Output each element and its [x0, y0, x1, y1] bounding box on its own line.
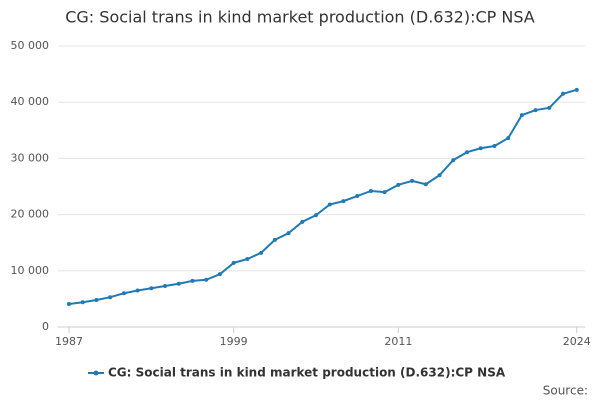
point: [80, 300, 85, 305]
x-tick-label: 1987: [55, 335, 83, 348]
point: [259, 250, 264, 255]
x-tick-label: 2024: [563, 335, 591, 348]
point: [163, 283, 168, 288]
point: [410, 178, 415, 183]
point: [492, 144, 497, 149]
point: [149, 286, 154, 291]
point: [245, 256, 250, 261]
line: [68, 88, 578, 305]
point: [108, 295, 113, 300]
source: Source:: [543, 384, 588, 398]
x-tick-label: 1999: [220, 335, 248, 348]
point: [135, 288, 140, 293]
point: [66, 301, 71, 306]
point: [437, 173, 442, 178]
point: [451, 158, 456, 163]
point: [506, 136, 511, 141]
point: [94, 298, 99, 303]
point: [231, 260, 236, 265]
point: [519, 113, 524, 118]
legend-marker: [93, 370, 99, 376]
point: [272, 237, 277, 242]
legend-label: CG: Social trans in kind market producti…: [108, 366, 506, 380]
point: [286, 231, 291, 236]
point: [382, 190, 387, 195]
point: [341, 199, 346, 204]
point: [396, 182, 401, 187]
point: [423, 182, 428, 187]
y-tick-label: 10 000: [11, 264, 50, 277]
y-tick-label: 50 000: [11, 39, 50, 52]
point: [204, 277, 209, 282]
point: [478, 146, 483, 151]
point: [327, 202, 332, 207]
chart-title: CG: Social trans in kind market producti…: [65, 8, 535, 27]
point: [574, 87, 579, 92]
x-tick-label: 2011: [384, 335, 412, 348]
point: [300, 219, 305, 224]
point: [121, 291, 126, 296]
y-tick-label: 40 000: [11, 95, 50, 108]
point: [533, 108, 538, 113]
y-tick-label: 0: [42, 320, 49, 333]
point: [176, 281, 181, 286]
point: [190, 278, 195, 283]
point: [314, 213, 319, 218]
point: [561, 91, 566, 96]
point: [464, 150, 469, 155]
y-tick-label: 20 000: [11, 208, 50, 221]
point: [368, 188, 373, 193]
point: [547, 105, 552, 110]
point: [355, 194, 360, 199]
point: [217, 272, 222, 277]
y-tick-label: 30 000: [11, 151, 50, 164]
